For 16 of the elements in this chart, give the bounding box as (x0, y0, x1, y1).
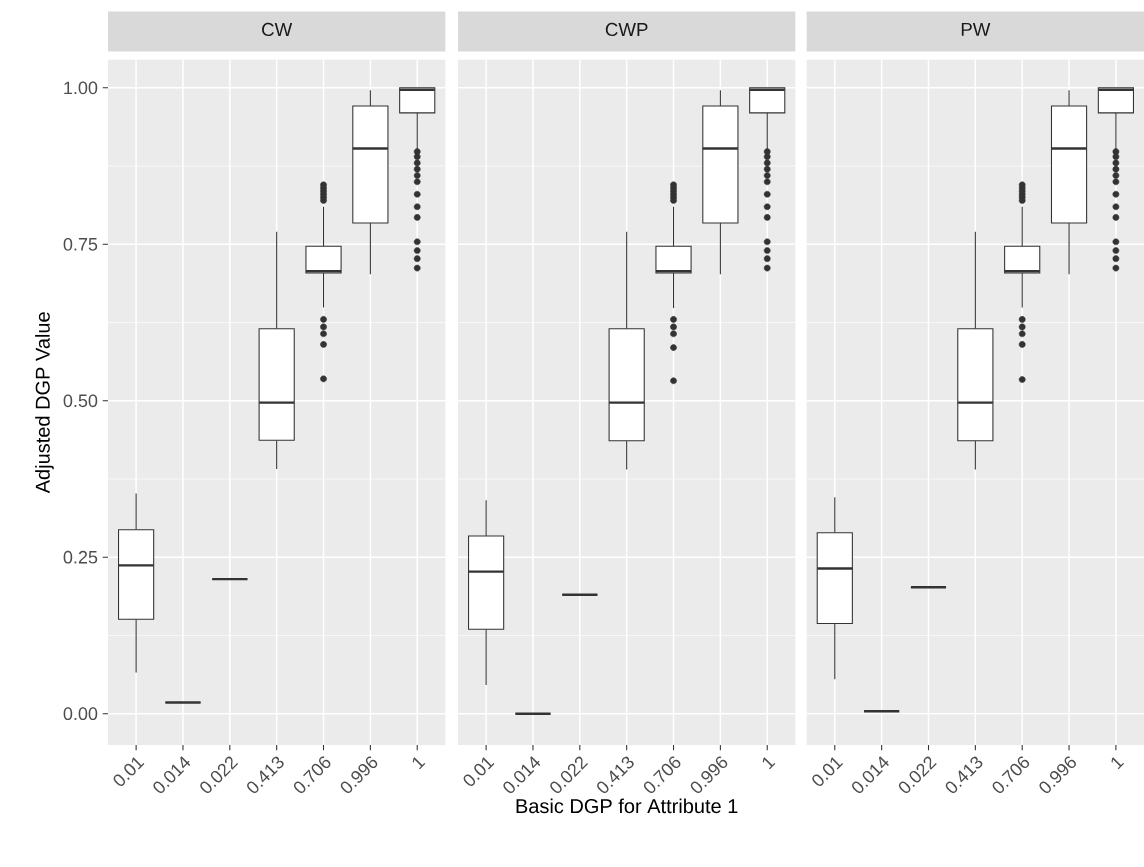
chart-title: CWP (605, 22, 648, 37)
y-tick-label: 1.00 (64, 81, 98, 95)
x-axis-title: Basic DGP for Attribute 1 (516, 798, 738, 814)
x-tick-label: 0.01 (113, 757, 145, 786)
x-tick-label: 1 (1111, 757, 1125, 770)
x-tick-label: 1 (412, 757, 426, 770)
y-tick-label: 0.75 (63, 237, 98, 251)
y-axis-title: Adjusted DGP Value (35, 312, 54, 494)
y-tick-label: 0.25 (63, 550, 98, 564)
y-tick-label: 0.50 (63, 394, 98, 408)
chart-title: CW (262, 22, 293, 37)
x-tick-label: 1 (762, 757, 776, 770)
x-tick-label: 0.01 (463, 757, 495, 786)
y-tick-label: 0.00 (63, 707, 98, 721)
x-tick-label: 0.01 (812, 757, 844, 786)
chart-title: PW (961, 22, 991, 36)
